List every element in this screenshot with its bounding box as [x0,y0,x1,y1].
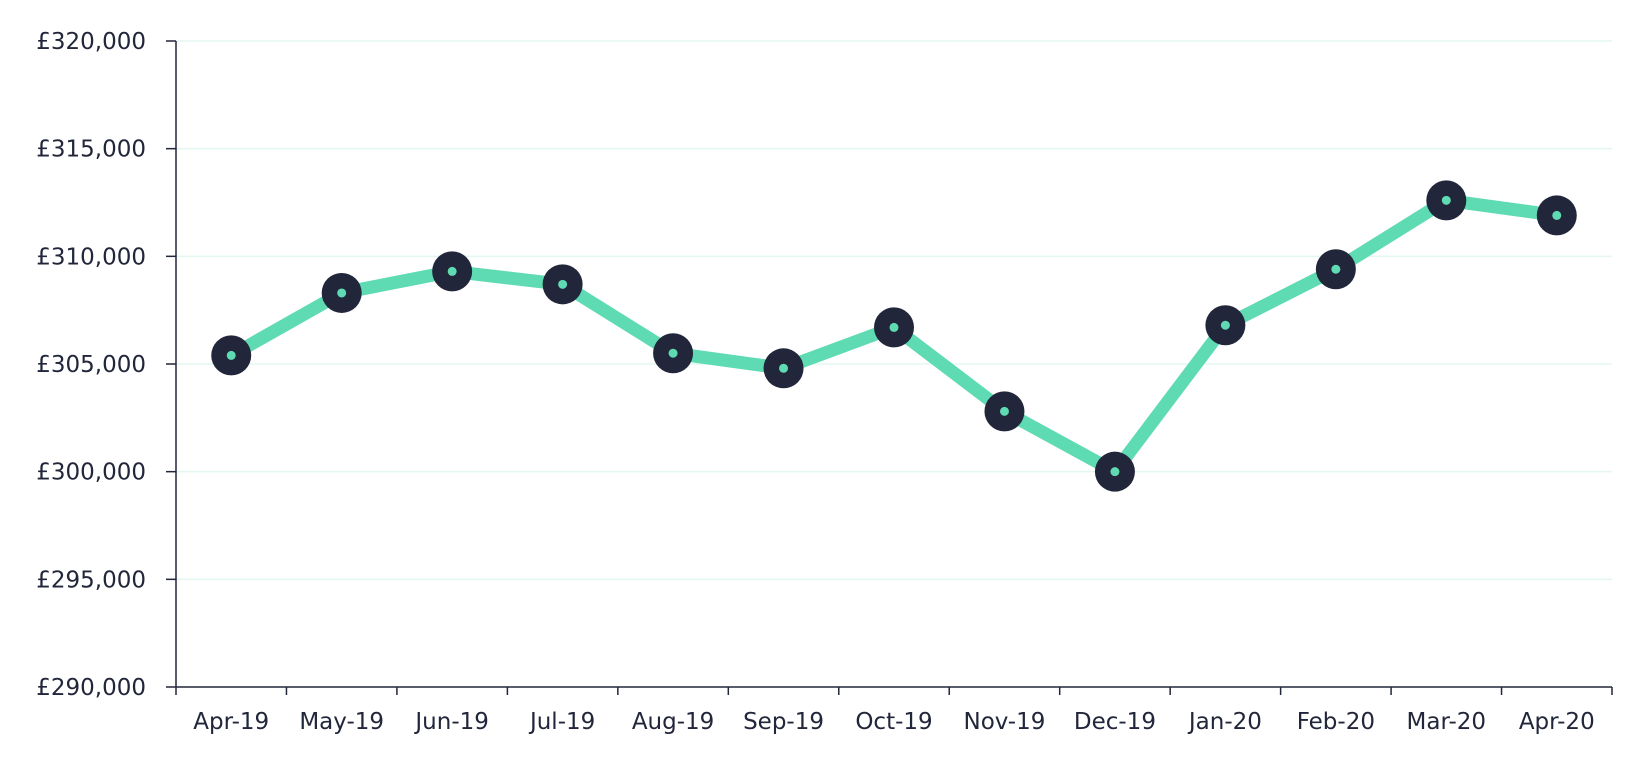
data-point-center [1331,264,1341,274]
data-point [432,251,473,292]
gridlines [176,40,1612,581]
data-point [1315,249,1356,290]
y-tick-label: £310,000 [36,244,146,270]
data-point [321,272,362,313]
y-tick-label: £315,000 [36,137,146,163]
data-point-center [558,279,568,289]
x-tick-label: Jul-19 [528,709,595,735]
data-point-center [226,350,236,360]
x-tick-label: Apr-19 [193,709,269,735]
data-point-center [447,266,457,276]
y-tick-label: £305,000 [36,352,146,378]
data-point-center [779,363,789,373]
data-point-center [1552,210,1562,220]
data-point [984,391,1025,432]
x-tick-label: Apr-20 [1519,709,1595,735]
data-point [1205,305,1246,346]
x-tick-label: Jan-20 [1187,709,1262,735]
x-tick-label: Nov-19 [964,709,1046,735]
axes: £290,000 £295,000 £300,000 £305,000 £310,000… [36,29,1613,735]
data-point [1094,451,1135,492]
data-point [653,333,694,374]
x-tick-label: Jun-19 [413,709,489,735]
y-tick-label: £300,000 [36,460,146,486]
data-point-group [211,180,1577,492]
data-point-center [889,322,899,332]
x-tick-label: Mar-20 [1407,709,1487,735]
data-point-center [668,348,678,358]
data-point [874,307,914,348]
data-point [1426,180,1467,221]
data-point [211,335,252,376]
x-tick-label: Sep-19 [743,709,824,735]
y-tick-label: £320,000 [36,29,146,55]
x-tick-label: May-19 [299,709,384,735]
data-point-center [1220,320,1230,330]
data-point-center [337,288,347,298]
data-point-center [999,406,1009,416]
x-tick-label: Feb-20 [1297,709,1375,735]
y-tick-label: £290,000 [36,675,146,701]
data-point [763,348,804,389]
data-point-center [1110,467,1120,477]
y-tick-label: £295,000 [36,567,146,593]
x-tick-label: Oct-19 [855,709,932,735]
data-point [1536,195,1577,236]
x-tick-label: Aug-19 [632,709,714,735]
data-point [542,264,583,305]
data-point-center [1441,195,1451,205]
x-tick-label: Dec-19 [1074,709,1156,735]
